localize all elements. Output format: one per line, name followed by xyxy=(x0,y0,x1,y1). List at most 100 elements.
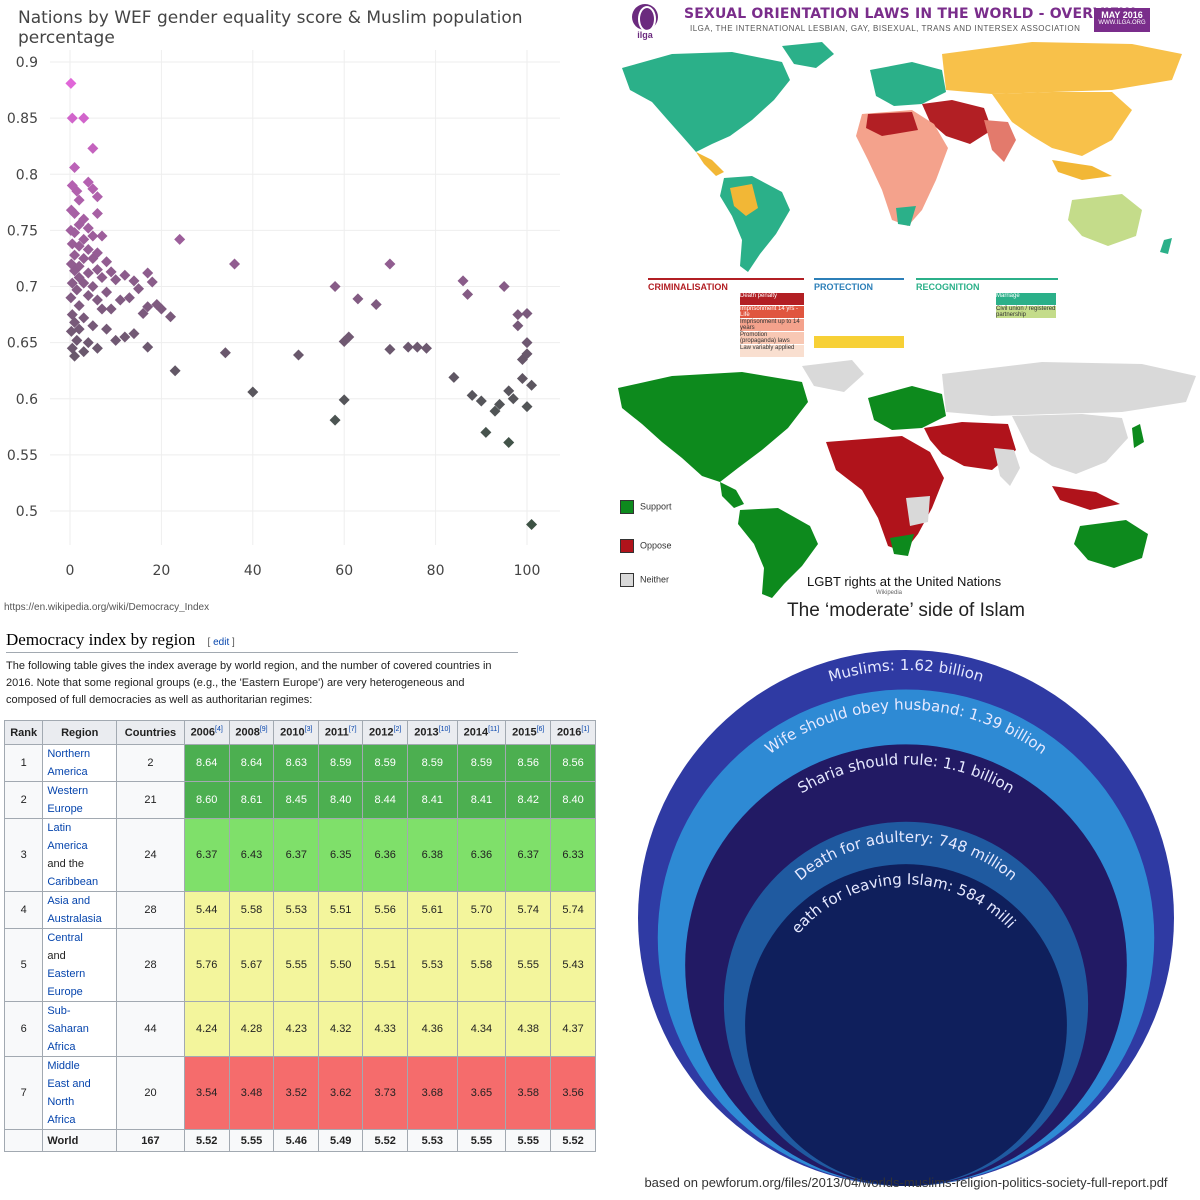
scatter-point xyxy=(169,365,181,377)
ilga-world-map xyxy=(612,40,1200,280)
countries-cell: 21 xyxy=(116,781,185,819)
score-cell: 6.36 xyxy=(362,818,409,892)
score-cell: 6.43 xyxy=(228,818,275,892)
citation-link[interactable]: [4] xyxy=(215,726,223,734)
region-cell[interactable]: Sub- Saharan Africa xyxy=(42,1001,118,1057)
region-link-line[interactable]: Western xyxy=(47,785,89,797)
region-link-line[interactable]: Europe xyxy=(47,986,83,998)
score-cell: 6.37 xyxy=(183,818,230,892)
score-cell: 8.40 xyxy=(318,781,364,819)
citation-link[interactable]: [6] xyxy=(536,726,545,734)
score-cell: 5.55 xyxy=(505,928,552,1002)
score-cell: 5.43 xyxy=(550,928,596,1002)
region-cell[interactable]: Latin America and the Caribbean xyxy=(42,818,118,892)
circle-segment xyxy=(745,864,1067,1186)
citation-link[interactable]: [7] xyxy=(348,726,357,734)
legend-swatch: Death penalty xyxy=(740,293,804,305)
score-cell: 5.51 xyxy=(318,891,364,929)
scatter-point xyxy=(87,183,99,195)
ilga-date-badge: MAY 2016 WWW.ILGA.ORG xyxy=(1094,8,1150,32)
region-link-line[interactable]: Asia and xyxy=(47,895,91,907)
y-tick-label: 0.85 xyxy=(7,111,38,127)
countries-cell: 24 xyxy=(116,818,185,892)
scatter-point xyxy=(69,249,81,261)
score-cell: 4.24 xyxy=(183,1001,230,1057)
world-region-cell: World xyxy=(42,1129,118,1152)
region-link-line[interactable]: Central xyxy=(47,932,83,944)
ilga-logo: ilga xyxy=(626,4,664,42)
scatter-point xyxy=(78,312,90,324)
scatter-point xyxy=(73,219,85,231)
region-link-line[interactable]: and xyxy=(47,950,66,962)
citation-link[interactable]: [10] xyxy=(438,726,451,734)
score-cell: 4.28 xyxy=(228,1001,275,1057)
score-cell: 6.35 xyxy=(318,818,364,892)
score-cell: 3.56 xyxy=(550,1056,596,1130)
ilga-greenland xyxy=(782,42,834,68)
scatter-point xyxy=(128,328,140,340)
scatter-point xyxy=(96,272,108,284)
citation-link[interactable]: [9] xyxy=(259,726,268,734)
region-link-line[interactable]: Africa xyxy=(47,1041,76,1053)
scatter-point xyxy=(521,348,533,360)
un-legend-label: Neither xyxy=(640,574,670,585)
x-tick-label: 40 xyxy=(244,563,262,579)
region-link-line[interactable]: Australasia xyxy=(47,913,102,925)
score-cell: 5.58 xyxy=(456,928,507,1002)
region-link-line[interactable]: and the xyxy=(47,858,85,870)
region-link-line[interactable]: Middle xyxy=(47,1060,80,1072)
scatter-point xyxy=(329,281,341,292)
scatter-point xyxy=(498,281,510,292)
table-row: 4 Asia and Australasia 28 5.44 5.58 5.53 5.51 5.… xyxy=(3,891,596,929)
score-cell: 3.68 xyxy=(407,1056,458,1130)
ilga-south-africa xyxy=(896,206,916,226)
citation-link[interactable]: [2] xyxy=(393,726,402,734)
region-cell[interactable]: Northern America xyxy=(42,744,118,782)
scatter-point xyxy=(507,393,519,405)
region-link-line[interactable]: Eastern xyxy=(47,968,86,980)
region-cell[interactable]: Central and Eastern Europe xyxy=(42,928,118,1002)
source-url[interactable]: https://en.wikipedia.org/wiki/Democracy_… xyxy=(4,602,210,613)
edit-link[interactable]: [ edit ] xyxy=(207,637,235,648)
region-cell[interactable]: Middle East and North Africa xyxy=(42,1056,118,1130)
legend-swatch: Promotion (propaganda) laws xyxy=(740,332,804,344)
region-link-line[interactable]: America xyxy=(47,766,88,778)
scatter-point xyxy=(91,208,103,220)
score-cell: 4.38 xyxy=(505,1001,552,1057)
citation-link[interactable]: [3] xyxy=(304,726,313,734)
un-map-caption: LGBT rights at the United Nations xyxy=(807,574,1002,589)
region-link-line[interactable]: Caribbean xyxy=(47,876,99,888)
region-link-line[interactable]: Latin xyxy=(47,822,72,834)
region-link-line[interactable]: Europe xyxy=(47,803,83,815)
column-header-label: 2011 xyxy=(324,726,349,739)
score-cell: 5.70 xyxy=(456,891,507,929)
citation-link[interactable]: [1] xyxy=(581,726,590,734)
column-header-label: 2013 xyxy=(414,726,439,739)
region-link-line[interactable]: East and xyxy=(47,1078,91,1090)
score-cell: 8.59 xyxy=(456,744,507,782)
column-header: 2013[10] xyxy=(407,720,458,745)
edit-link-label[interactable]: edit xyxy=(213,637,230,648)
region-cell[interactable]: Asia and Australasia xyxy=(42,891,118,929)
scatter-point xyxy=(338,394,350,406)
citation-link[interactable]: [11] xyxy=(488,726,500,734)
world-count-cell: 167 xyxy=(116,1129,185,1152)
region-link-line[interactable]: Saharan xyxy=(47,1023,89,1035)
scatter-point xyxy=(480,426,492,438)
heading-rule xyxy=(6,652,518,653)
column-header: 2006[4] xyxy=(183,720,230,745)
region-link-line[interactable]: Sub- xyxy=(47,1005,71,1017)
un-se-asia xyxy=(1052,486,1120,510)
legend-swatch-oppose xyxy=(620,539,634,553)
column-header-label: 2010 xyxy=(280,726,305,739)
region-link-line[interactable]: Africa xyxy=(47,1114,76,1126)
score-cell: 5.76 xyxy=(183,928,230,1002)
region-link-line[interactable]: Northern xyxy=(47,748,91,760)
scatter-point xyxy=(69,162,81,174)
region-link-line[interactable]: North xyxy=(47,1096,75,1108)
score-cell: 3.73 xyxy=(362,1056,409,1130)
region-link-line[interactable]: America xyxy=(47,840,88,852)
region-cell[interactable]: Western Europe xyxy=(42,781,118,819)
scatter-point xyxy=(512,309,524,321)
score-cell: 4.34 xyxy=(456,1001,507,1057)
